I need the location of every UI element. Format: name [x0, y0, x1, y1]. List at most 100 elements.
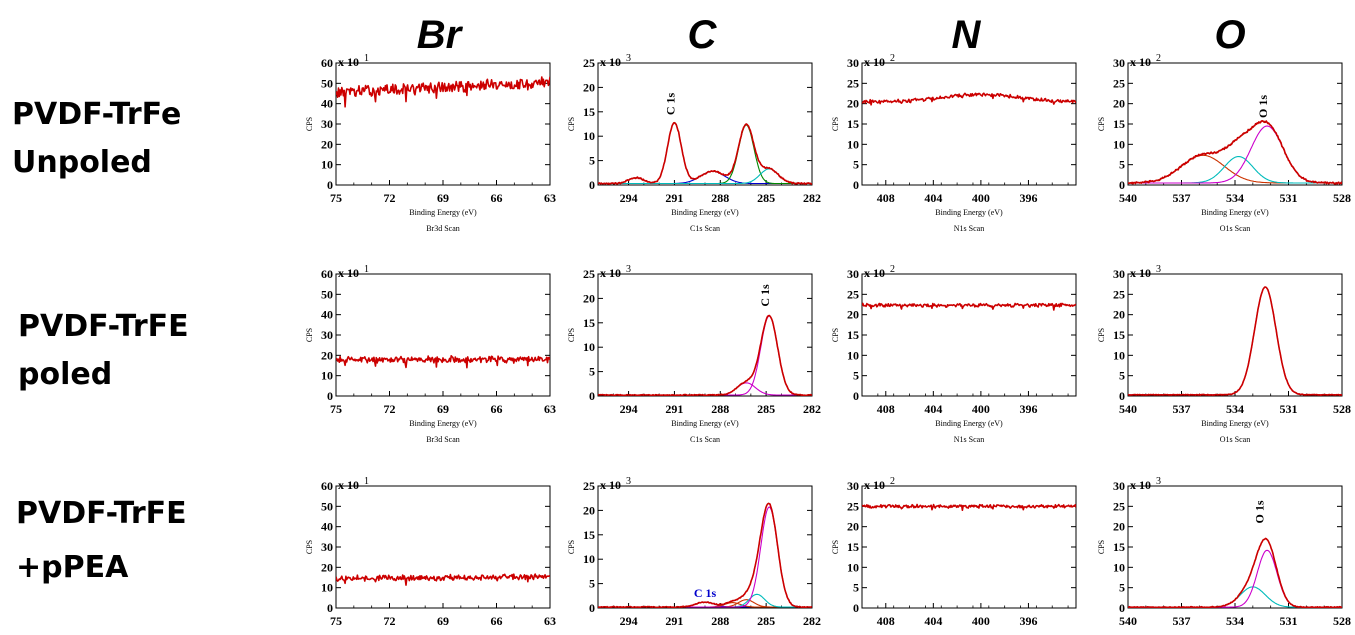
y-axis-label: CPS: [305, 540, 314, 554]
y-multiplier: x 10: [1130, 478, 1151, 492]
spectrum-line: [336, 355, 550, 369]
plot-frame: [861, 273, 1077, 397]
y-tick-label: 0: [853, 389, 859, 403]
y-axis-label: CPS: [567, 328, 576, 342]
y-tick-label: 25: [1113, 287, 1125, 301]
peak-annotation: C 1s: [694, 586, 717, 600]
row-label-2-line-1: +pPEA: [16, 550, 129, 585]
y-axis-label: CPS: [831, 328, 840, 342]
y-multiplier: x 10: [1130, 55, 1151, 69]
y-tick-label-top: 60: [321, 479, 333, 493]
x-tick-label: 288: [711, 614, 729, 628]
fit-envelope: [1128, 286, 1342, 396]
x-axis-label: Binding Energy (eV): [935, 208, 1003, 217]
panel-c-ppea: 0 5 10 15 20 25 x 10 3 CPS 294 291 288 285 282 C 1s: [567, 476, 821, 628]
x-axis-label: Binding Energy (eV): [1201, 208, 1269, 217]
x-tick-label: 291: [665, 402, 683, 416]
y-tick-label: 10: [583, 340, 595, 354]
x-tick-label: 294: [620, 191, 638, 205]
x-tick-label: 408: [877, 614, 895, 628]
y-tick-label: 5: [853, 369, 859, 383]
y-tick-label: 40: [321, 97, 333, 111]
y-multiplier-exponent: 1: [364, 53, 369, 64]
y-axis-label: CPS: [567, 117, 576, 131]
plot-frame: [861, 485, 1077, 609]
y-tick-label: 15: [1113, 328, 1125, 342]
y-tick-label: 20: [321, 137, 333, 151]
column-title-br: Br: [417, 13, 464, 57]
y-tick-label: 50: [321, 499, 333, 513]
y-tick-label: 0: [589, 389, 595, 403]
y-tick-label: 20: [1113, 97, 1125, 111]
y-tick-label-top: 60: [321, 267, 333, 281]
x-tick-label: 66: [491, 191, 503, 205]
y-tick-label: 5: [1119, 581, 1125, 595]
x-tick-label: 531: [1280, 402, 1298, 416]
y-tick-label: 25: [1113, 499, 1125, 513]
y-tick-label: 20: [847, 308, 859, 322]
y-tick-label: 10: [321, 581, 333, 595]
x-tick-label: 408: [877, 402, 895, 416]
y-multiplier: x 10: [864, 478, 885, 492]
scan-label: N1s Scan: [954, 435, 984, 444]
x-tick-label: 294: [620, 614, 638, 628]
column-title-n: N: [952, 13, 982, 57]
x-tick-label: 63: [544, 191, 556, 205]
y-tick-label: 15: [847, 117, 859, 131]
y-tick-label: 0: [327, 178, 333, 192]
spectrum-line: [862, 92, 1076, 106]
x-tick-label: 291: [665, 191, 683, 205]
y-tick-label: 20: [321, 560, 333, 574]
y-tick-label: 30: [321, 117, 333, 131]
y-tick-label: 0: [1119, 389, 1125, 403]
y-tick-label: 10: [321, 158, 333, 172]
x-tick-label: 396: [1019, 402, 1037, 416]
y-multiplier: x 10: [864, 266, 885, 280]
scan-label: Br3d Scan: [426, 224, 460, 233]
x-tick-label: 288: [711, 191, 729, 205]
spectrum-line: [862, 302, 1076, 311]
plot-frame: [597, 62, 813, 186]
y-tick-label: 30: [321, 328, 333, 342]
y-tick-label: 10: [321, 369, 333, 383]
x-axis-label: Binding Energy (eV): [671, 208, 739, 217]
panel-n-ppea: 0 5 10 15 20 25 30 x 10 2 CPS 408 404 400 396: [831, 476, 1077, 628]
y-tick-label: 20: [583, 291, 595, 305]
y-multiplier-exponent: 2: [1156, 53, 1161, 64]
spectrum-line: [598, 122, 812, 185]
scan-label: O1s Scan: [1220, 224, 1250, 233]
x-tick-label: 63: [544, 402, 556, 416]
x-tick-label: 75: [330, 402, 342, 416]
spectrum-line: [862, 503, 1076, 511]
spectrum-line: [336, 76, 550, 108]
peak-annotation: O 1s: [1253, 500, 1267, 523]
x-tick-label: 540: [1119, 402, 1137, 416]
x-tick-label: 404: [924, 614, 942, 628]
y-multiplier: x 10: [338, 266, 359, 280]
y-tick-label: 10: [1113, 560, 1125, 574]
y-tick-label: 15: [847, 328, 859, 342]
fit-envelope: [1128, 538, 1342, 608]
row-label-1-line-0: PVDF-TrFE: [18, 309, 189, 344]
y-tick-label: 30: [321, 540, 333, 554]
y-tick-label: 5: [589, 577, 595, 591]
x-axis-label: Binding Energy (eV): [409, 419, 477, 428]
y-multiplier: x 10: [1130, 266, 1151, 280]
y-axis-label: CPS: [1097, 328, 1106, 342]
x-tick-label: 63: [544, 614, 556, 628]
x-tick-label: 285: [757, 402, 775, 416]
y-multiplier-exponent: 1: [364, 476, 369, 487]
y-tick-label: 20: [1113, 308, 1125, 322]
y-axis-label: CPS: [567, 540, 576, 554]
y-tick-label: 15: [583, 528, 595, 542]
x-tick-label: 400: [972, 614, 990, 628]
y-tick-label: 15: [1113, 117, 1125, 131]
x-tick-label: 66: [491, 402, 503, 416]
x-tick-label: 75: [330, 191, 342, 205]
x-tick-label: 72: [384, 614, 396, 628]
y-tick-label: 10: [1113, 137, 1125, 151]
x-tick-label: 400: [972, 191, 990, 205]
y-tick-label-top: 25: [583, 479, 595, 493]
x-tick-label: 404: [924, 402, 942, 416]
y-tick-label: 20: [583, 80, 595, 94]
